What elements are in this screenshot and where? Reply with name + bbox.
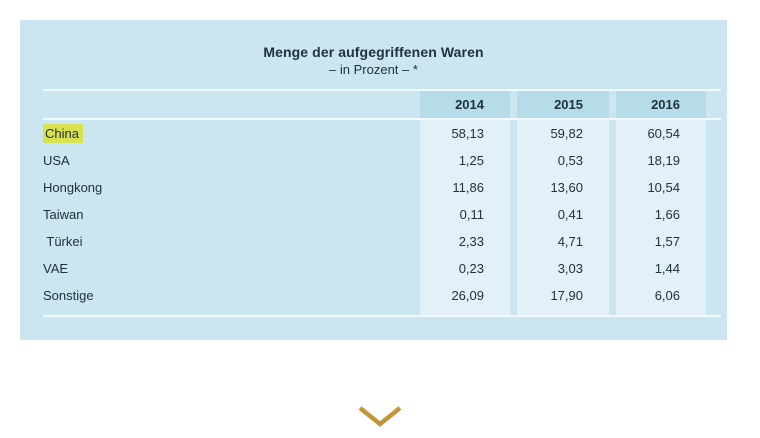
- table-row: VAE 0,23 3,03 1,44: [20, 255, 727, 282]
- expand-section: [0, 404, 760, 435]
- filler-spacer: [20, 309, 413, 315]
- table-row: Türkei 2,33 4,71 1,57: [20, 228, 727, 255]
- filler-cell: [616, 309, 706, 315]
- value-cell: 1,44: [616, 255, 706, 282]
- value-cell: 59,82: [517, 120, 609, 147]
- value-cell: 0,11: [420, 201, 510, 228]
- table-body: China 58,13 59,82 60,54 USA 1,25 0,53 18,19 Hong…: [20, 120, 727, 309]
- row-label: Hongkong: [43, 180, 103, 195]
- chevron-down-stroke: [358, 406, 402, 427]
- column-header-2014: 2014: [420, 91, 510, 118]
- table-subtitle: – in Prozent – *: [329, 62, 418, 77]
- divider-header: [43, 118, 721, 120]
- row-label: Türkei: [43, 234, 83, 249]
- value-cell: 4,71: [517, 228, 609, 255]
- value-cell: 0,53: [517, 147, 609, 174]
- column-header-2016: 2016: [616, 91, 706, 118]
- filler-cell: [420, 309, 510, 315]
- value-cell: 3,03: [517, 255, 609, 282]
- table-row: Hongkong 11,86 13,60 10,54: [20, 174, 727, 201]
- divider-bottom: [43, 315, 721, 317]
- value-cell: 18,19: [616, 147, 706, 174]
- value-cell: 60,54: [616, 120, 706, 147]
- table-header-row: 2014 2015 2016: [20, 91, 727, 118]
- table-footer-filler: [20, 309, 727, 315]
- chevron-down-icon[interactable]: [357, 404, 403, 430]
- filler-cell: [517, 309, 609, 315]
- value-cell: 1,57: [616, 228, 706, 255]
- table-row: USA 1,25 0,53 18,19: [20, 147, 727, 174]
- value-cell: 2,33: [420, 228, 510, 255]
- row-label: Sonstige: [43, 288, 94, 303]
- value-cell: 58,13: [420, 120, 510, 147]
- value-cell: 1,25: [420, 147, 510, 174]
- row-label: Taiwan: [43, 207, 84, 222]
- value-cell: 11,86: [420, 174, 510, 201]
- value-cell: 17,90: [517, 282, 609, 309]
- divider-top: [43, 89, 721, 91]
- table-title: Menge der aufgegriffenen Waren: [263, 44, 484, 60]
- row-label: VAE: [43, 261, 69, 276]
- highlight-marker: China: [43, 124, 83, 143]
- header-spacer: [20, 91, 413, 118]
- value-cell: 26,09: [420, 282, 510, 309]
- table-row: Sonstige 26,09 17,90 6,06: [20, 282, 727, 309]
- value-cell: 1,66: [616, 201, 706, 228]
- value-cell: 6,06: [616, 282, 706, 309]
- value-cell: 0,23: [420, 255, 510, 282]
- column-header-2015: 2015: [517, 91, 609, 118]
- table-row: China 58,13 59,82 60,54: [20, 120, 727, 147]
- value-cell: 0,41: [517, 201, 609, 228]
- row-label: USA: [43, 153, 70, 168]
- value-cell: 10,54: [616, 174, 706, 201]
- title-block: Menge der aufgegriffenen Waren – in Proz…: [20, 20, 727, 78]
- row-label: China: [20, 120, 413, 147]
- value-cell: 13,60: [517, 174, 609, 201]
- table-row: Taiwan 0,11 0,41 1,66: [20, 201, 727, 228]
- statistics-panel: Menge der aufgegriffenen Waren – in Proz…: [20, 20, 727, 340]
